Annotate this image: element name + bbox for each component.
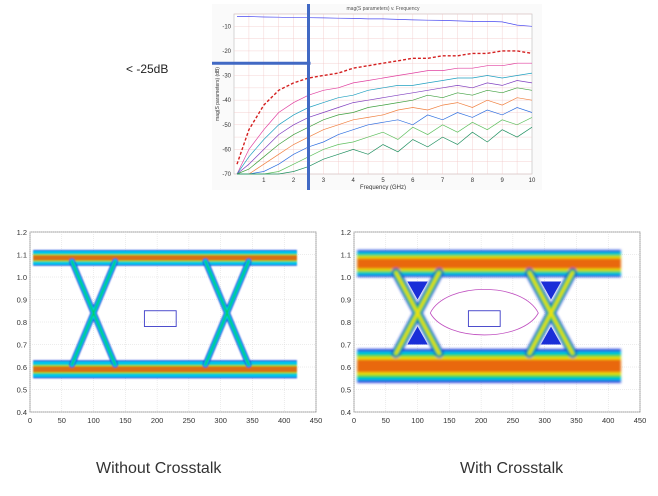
transition-1-b-2 — [204, 260, 250, 366]
y-tick-label: 0.4 — [341, 408, 351, 417]
x-tick-label: 350 — [570, 416, 583, 425]
transition-1-b-2 — [528, 271, 574, 355]
transition-0-b-2 — [394, 271, 441, 355]
threshold-callout: < -25dB — [126, 62, 169, 76]
x-tick-label: 200 — [151, 416, 164, 425]
x-tick-label: 8 — [471, 178, 475, 184]
y-tick-label: 0.8 — [341, 318, 351, 327]
x-tick-label: 450 — [310, 416, 322, 425]
y-tick-label: -50 — [222, 123, 231, 129]
series-line-7 — [237, 107, 533, 175]
series-line-6 — [237, 97, 533, 175]
y-tick-label: 1.2 — [341, 228, 351, 237]
crossing-diamond-bottom-1 — [540, 326, 562, 345]
eye-opening-contour — [429, 289, 539, 336]
x-tick-label: 100 — [87, 416, 100, 425]
y-tick-label: 0.7 — [17, 341, 27, 350]
caption-without-crosstalk: Without Crosstalk — [96, 460, 222, 477]
eye-density — [357, 250, 621, 383]
x-tick-label: 9 — [501, 178, 505, 184]
x-tick-label: 6 — [411, 178, 415, 184]
x-tick-label: 300 — [214, 416, 227, 425]
y-tick-label: -20 — [222, 49, 231, 55]
eye-diagram-without-crosstalk: 0 50 100 150 200 250 300 350 400 450 1.2 1.1 1.0 0.9 0… — [17, 228, 322, 425]
y-tick-label: 1.2 — [17, 228, 27, 237]
y-tick-label: 0.6 — [17, 363, 27, 372]
x-tick-label: 300 — [538, 416, 551, 425]
x-tick-label: 2 — [292, 178, 296, 184]
rail-band-1-4 — [357, 359, 621, 373]
series-line-3 — [236, 72, 533, 175]
x-tick-label: 0 — [352, 416, 356, 425]
x-tick-label: 10 — [529, 178, 536, 184]
y-tick-label: 0.4 — [17, 408, 27, 417]
series-line-0 — [237, 16, 533, 27]
x-tick-label: 50 — [58, 416, 66, 425]
series-line-2 — [236, 62, 532, 175]
y-tick-label: -70 — [222, 172, 231, 178]
y-tick-label: 0.5 — [341, 386, 351, 395]
series-line-5 — [236, 87, 533, 175]
series-line-9 — [237, 126, 533, 175]
y-tick-label: 0.5 — [17, 386, 27, 395]
x-tick-label: 7 — [441, 178, 445, 184]
y-tick-label: 1.0 — [341, 273, 351, 282]
x-tick-label: 100 — [411, 416, 424, 425]
crossing-diamond-top-1 — [540, 281, 562, 300]
y-tick-label: -10 — [222, 24, 231, 30]
x-tick-label: 400 — [278, 416, 291, 425]
x-tick-label: 4 — [352, 178, 356, 184]
rail-band-0-4 — [357, 258, 621, 269]
x-tick-label: 1 — [262, 178, 266, 184]
eye-mask — [467, 310, 501, 327]
y-tick-label: 1.1 — [341, 251, 351, 260]
caption-with-crosstalk: With Crosstalk — [460, 460, 564, 477]
chart-title: mag(S parameters) v. Frequency — [347, 6, 420, 12]
rail-band-0-4 — [33, 255, 297, 261]
x-tick-label: 450 — [634, 416, 646, 425]
x-tick-label: 400 — [602, 416, 615, 425]
x-tick-label: 250 — [507, 416, 520, 425]
y-tick-label: -40 — [222, 98, 231, 104]
x-tick-label: 150 — [119, 416, 132, 425]
y-tick-label: -60 — [222, 147, 231, 153]
x-tick-label: 350 — [246, 416, 259, 425]
eye-density — [33, 250, 297, 379]
y-tick-label: 0.7 — [341, 341, 351, 350]
x-tick-label: 150 — [443, 416, 456, 425]
y-tick-label: 1.0 — [17, 273, 27, 282]
x-tick-label: 200 — [475, 416, 488, 425]
y-tick-label: -30 — [222, 74, 231, 80]
x-tick-label: 3 — [322, 178, 326, 184]
y-tick-label: 0.8 — [17, 318, 27, 327]
rail-band-1-4 — [33, 366, 297, 373]
x-tick-label: 50 — [382, 416, 390, 425]
x-axis-label: Frequency (GHz) — [360, 185, 406, 190]
crossing-diamond-bottom-0 — [407, 326, 428, 345]
sparam-chart: 1 2 3 4 5 6 7 8 9 10 -10 -20 -30 -40 -50 -60 -70 mag(S pa… — [212, 4, 542, 190]
x-tick-label: 5 — [381, 178, 385, 184]
eye-mask — [143, 310, 177, 327]
y-tick-label: 0.9 — [17, 296, 27, 305]
y-tick-label: 1.1 — [17, 251, 27, 260]
y-tick-label: 0.6 — [341, 363, 351, 372]
y-tick-label: 0.9 — [341, 296, 351, 305]
eye-diagram-with-crosstalk: 0 50 100 150 200 250 300 350 400 450 1.2 1.1 1.0 0.9 0… — [341, 228, 646, 425]
x-tick-label: 0 — [28, 416, 32, 425]
series-line-8 — [237, 117, 533, 175]
crossing-diamond-top-0 — [407, 281, 428, 300]
transition-0-b-2 — [71, 260, 116, 366]
x-tick-label: 250 — [183, 416, 196, 425]
series-line-4 — [236, 80, 533, 175]
series-line-1 — [236, 50, 533, 165]
y-axis-label: mag(S parameters) (dB) — [215, 67, 221, 121]
